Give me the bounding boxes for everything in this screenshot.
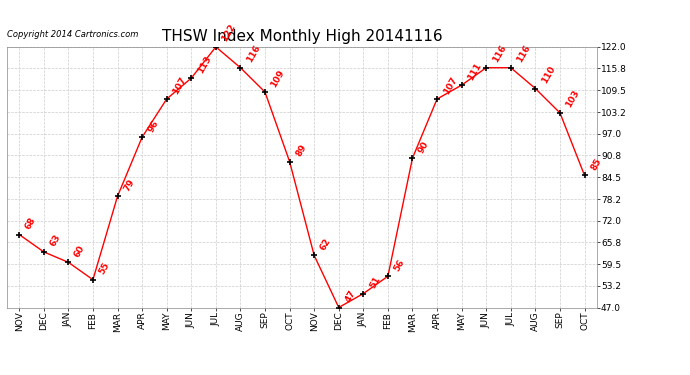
Text: 89: 89: [294, 142, 308, 158]
Text: 47: 47: [343, 288, 357, 304]
Text: 107: 107: [171, 75, 188, 96]
Text: 110: 110: [540, 64, 557, 85]
Text: THSW  (°F): THSW (°F): [500, 37, 559, 47]
Text: 96: 96: [146, 118, 161, 134]
Title: THSW Index Monthly High 20141116: THSW Index Monthly High 20141116: [161, 29, 442, 44]
Text: 60: 60: [72, 244, 87, 259]
Text: 56: 56: [393, 257, 406, 273]
Text: 51: 51: [368, 275, 382, 290]
Text: 103: 103: [564, 89, 582, 110]
Text: 62: 62: [319, 237, 333, 252]
Text: 113: 113: [196, 54, 213, 75]
Text: 68: 68: [23, 216, 38, 231]
Text: 116: 116: [491, 44, 508, 64]
Text: Copyright 2014 Cartronics.com: Copyright 2014 Cartronics.com: [7, 30, 138, 39]
Text: 79: 79: [122, 177, 136, 193]
Text: 109: 109: [269, 68, 286, 88]
Text: 107: 107: [442, 75, 459, 96]
Text: 90: 90: [417, 139, 431, 154]
Text: 116: 116: [515, 44, 533, 64]
Text: 122: 122: [220, 22, 237, 44]
Text: 85: 85: [589, 157, 603, 172]
Text: 55: 55: [97, 261, 111, 276]
Text: 111: 111: [466, 61, 483, 82]
Text: 63: 63: [48, 233, 62, 248]
Text: 116: 116: [245, 44, 262, 64]
